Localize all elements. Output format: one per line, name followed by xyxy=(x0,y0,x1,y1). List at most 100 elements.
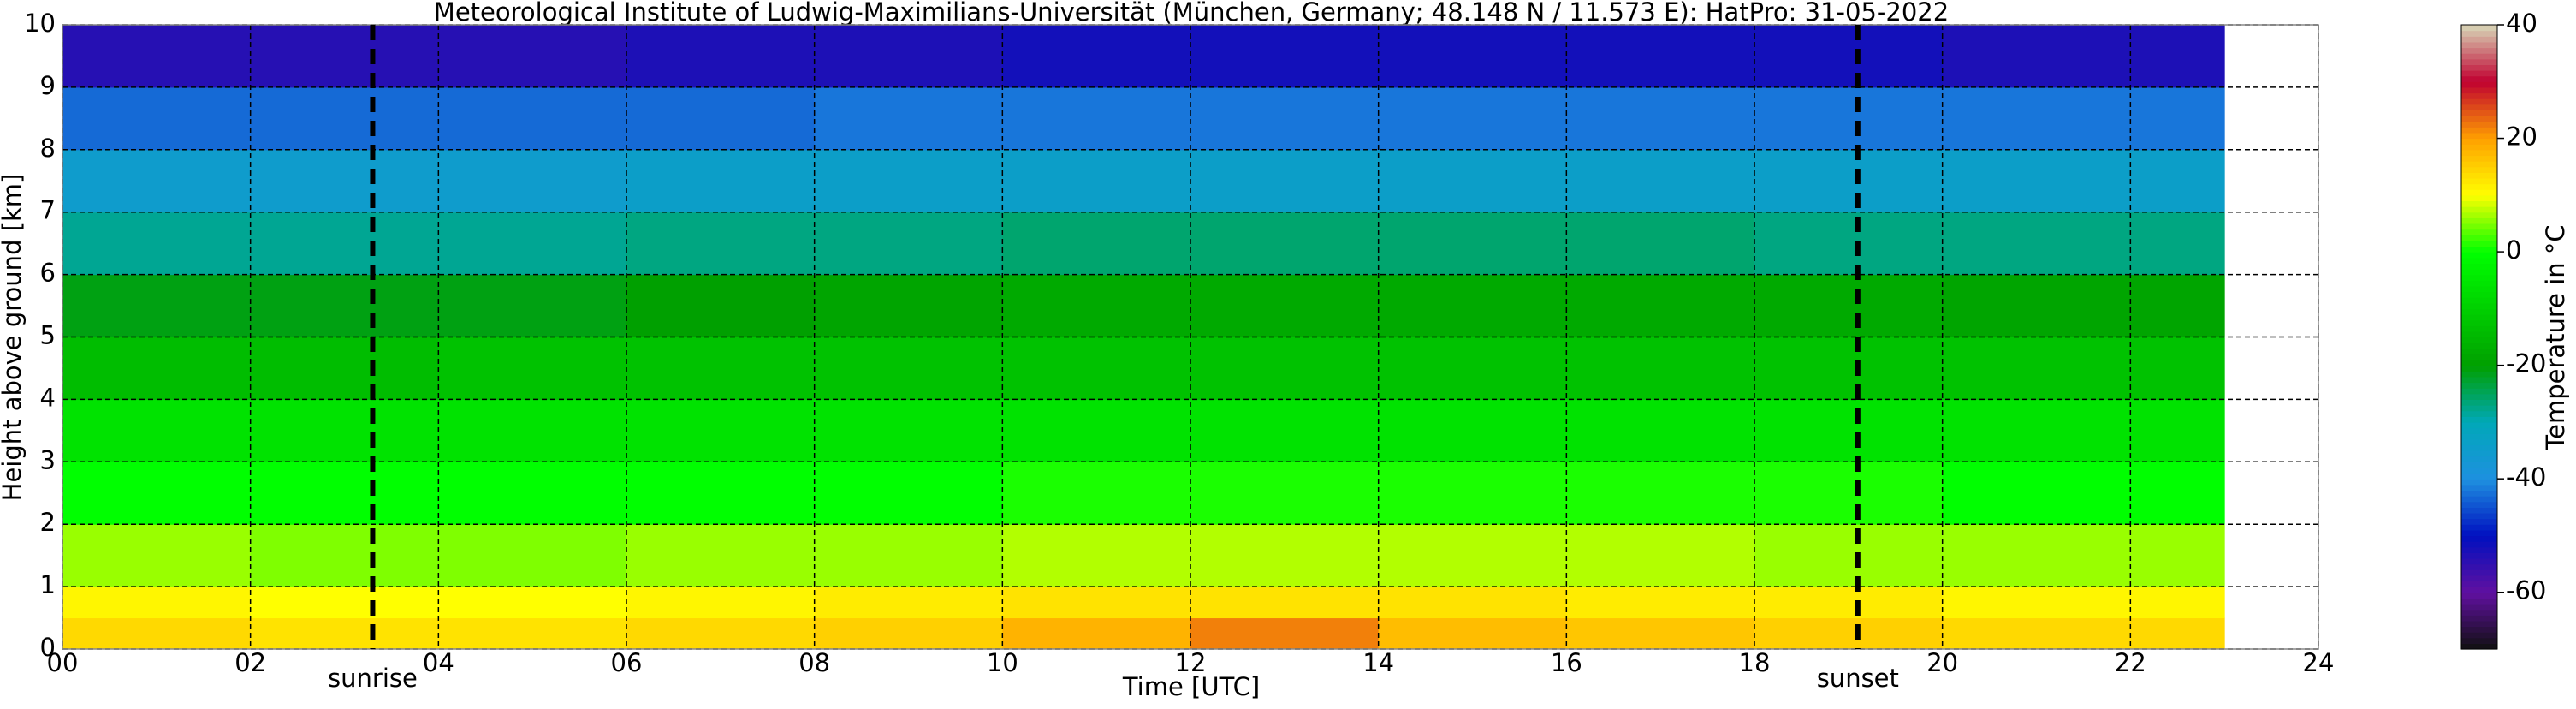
colorbar-tick-label: -40 xyxy=(2506,462,2546,492)
colorbar-segment xyxy=(2461,529,2497,537)
colorbar-segment xyxy=(2461,144,2497,151)
heatmap-cell xyxy=(250,274,439,337)
heatmap-cell xyxy=(814,212,1003,276)
heatmap-cell xyxy=(1002,25,1191,88)
heatmap-cell xyxy=(1566,86,1755,151)
heatmap-cell xyxy=(1942,617,2131,650)
colorbar-segment xyxy=(2461,557,2497,565)
heatmap-cell xyxy=(626,587,816,619)
heatmap-cell xyxy=(2130,462,2225,525)
colorbar-segment xyxy=(2461,615,2497,622)
colorbar-segment xyxy=(2461,217,2497,224)
heatmap-cell xyxy=(438,524,627,587)
heatmap-cell xyxy=(626,462,816,525)
heatmap-cell xyxy=(2130,587,2225,619)
heatmap-cell xyxy=(626,25,816,88)
colorbar-segment xyxy=(2461,473,2497,480)
colorbar-segment xyxy=(2461,177,2497,185)
colorbar-segment xyxy=(2461,637,2497,644)
colorbar-segment xyxy=(2461,172,2497,179)
heatmap-cell xyxy=(250,86,439,151)
heatmap-cell xyxy=(250,25,439,88)
colorbar-segment xyxy=(2461,285,2497,293)
heatmap-cell xyxy=(1190,587,1380,619)
colorbar-segment xyxy=(2461,598,2497,605)
heatmap-cell xyxy=(1942,86,2131,151)
x-tick-label: 22 xyxy=(2115,648,2146,677)
colorbar-segment xyxy=(2461,98,2497,105)
heatmap-cell xyxy=(626,337,816,400)
colorbar-segment xyxy=(2461,47,2497,54)
heatmap-cell xyxy=(62,462,252,525)
colorbar-segment xyxy=(2461,552,2497,559)
colorbar-segment xyxy=(2461,274,2497,281)
heatmap-cell xyxy=(1002,274,1191,337)
x-tick-label: 18 xyxy=(1739,648,1771,677)
heatmap-cell xyxy=(250,462,439,525)
heatmap-cell xyxy=(1002,399,1191,462)
colorbar-segment xyxy=(2461,609,2497,616)
colorbar-segment xyxy=(2461,626,2497,633)
heatmap-cell xyxy=(1942,149,2131,213)
colorbar-segment xyxy=(2461,116,2497,122)
colorbar-segment xyxy=(2461,189,2497,196)
colorbar-segment xyxy=(2461,155,2497,162)
colorbar-segment xyxy=(2461,319,2497,326)
colorbar-segment xyxy=(2461,535,2497,542)
heatmap-cell xyxy=(2130,86,2225,151)
colorbar-segment xyxy=(2461,376,2497,384)
heatmap-cell xyxy=(626,86,816,151)
colorbar-segment xyxy=(2461,183,2497,190)
annotation-label: sunset xyxy=(1817,664,1899,693)
heatmap-cell xyxy=(814,399,1003,462)
heatmap-cell xyxy=(1942,274,2131,337)
colorbar-tick-label: 40 xyxy=(2506,9,2537,38)
heatmap-cell xyxy=(1190,462,1380,525)
colorbar-segment xyxy=(2461,313,2497,321)
heatmap-cell xyxy=(626,399,816,462)
colorbar-segment xyxy=(2461,268,2497,276)
heatmap-cell xyxy=(250,337,439,400)
heatmap-cell xyxy=(1378,86,1567,151)
colorbar-tick-label: 0 xyxy=(2506,235,2521,265)
colorbar-segment xyxy=(2461,337,2497,343)
heatmap-cell xyxy=(250,617,439,650)
annotation-label: sunrise xyxy=(328,664,418,693)
heatmap-cell xyxy=(438,399,627,462)
heatmap-cell xyxy=(1002,149,1191,213)
colorbar-segment xyxy=(2461,587,2497,593)
heatmap-cell xyxy=(1566,337,1755,400)
colorbar-segment xyxy=(2461,75,2497,82)
heatmap-cell xyxy=(1378,462,1567,525)
heatmap-cell xyxy=(2130,274,2225,337)
plot-frame xyxy=(62,24,2319,650)
heatmap-cell xyxy=(438,86,627,151)
heatmap-cell xyxy=(1002,212,1191,276)
heatmap-cell xyxy=(438,212,627,276)
heatmap-cell xyxy=(1002,617,1191,650)
heatmap-cell xyxy=(1754,274,1944,337)
heatmap-cell xyxy=(814,337,1003,400)
heatmap-cell xyxy=(1754,399,1944,462)
colorbar-segment xyxy=(2461,302,2497,309)
heatmap-cell xyxy=(62,337,252,400)
colorbar-segment xyxy=(2461,462,2497,468)
heatmap-cell xyxy=(1566,617,1755,650)
heatmap-cell xyxy=(1754,86,1944,151)
heatmap-cell xyxy=(1190,212,1380,276)
colorbar-segment xyxy=(2461,229,2497,235)
y-tick-label: 9 xyxy=(40,71,56,100)
colorbar-segment xyxy=(2461,456,2497,462)
heatmap-cell xyxy=(2130,25,2225,88)
colorbar-segment xyxy=(2461,200,2497,207)
heatmap-cell xyxy=(1378,149,1567,213)
y-tick-label: 2 xyxy=(40,508,56,537)
heatmap-cell xyxy=(1378,212,1567,276)
heatmap-cell xyxy=(814,86,1003,151)
heatmap-cell xyxy=(62,25,252,88)
colorbar-segment xyxy=(2461,86,2497,94)
heatmap-cell xyxy=(62,86,252,151)
colorbar-segment xyxy=(2461,575,2497,582)
colorbar-segment xyxy=(2461,291,2497,298)
heatmap-cell xyxy=(814,524,1003,587)
